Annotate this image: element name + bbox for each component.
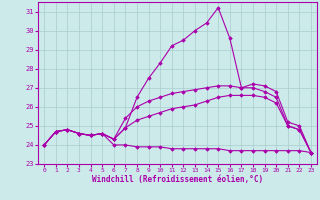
X-axis label: Windchill (Refroidissement éolien,°C): Windchill (Refroidissement éolien,°C): [92, 175, 263, 184]
